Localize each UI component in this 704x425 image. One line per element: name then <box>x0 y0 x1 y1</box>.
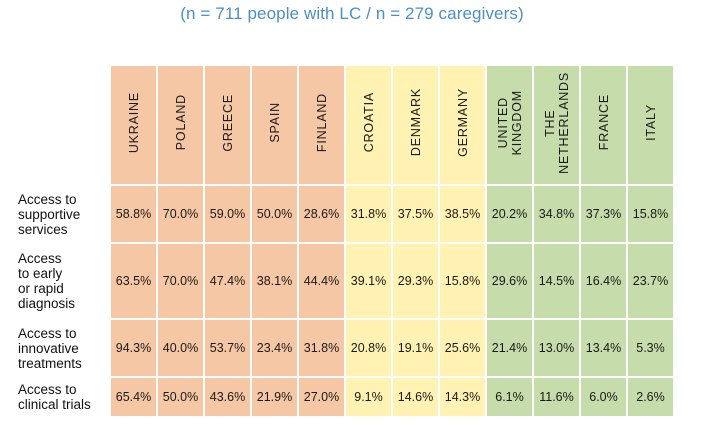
value-cell: 2.6% <box>626 376 675 418</box>
column-header-france: FRANCE <box>579 64 628 186</box>
value-cell: 5.3% <box>626 318 675 378</box>
value-cell: 21.4% <box>485 318 534 378</box>
value-cell: 58.8% <box>109 184 158 244</box>
value-cell: 40.0% <box>156 318 205 378</box>
value-cell: 11.6% <box>532 376 581 418</box>
value-cell: 70.0% <box>156 242 205 320</box>
value-cell: 37.5% <box>391 184 440 244</box>
value-cell: 6.1% <box>485 376 534 418</box>
value-cell: 20.8% <box>344 318 393 378</box>
value-cell: 53.7% <box>203 318 252 378</box>
value-cell: 15.8% <box>438 242 487 320</box>
value-cell: 31.8% <box>297 318 346 378</box>
heatmap-body: Access to supportive services 58.8% 70.0% 5… <box>12 184 675 418</box>
value-cell: 16.4% <box>579 242 628 320</box>
value-cell: 50.0% <box>156 376 205 418</box>
value-cell: 25.6% <box>438 318 487 378</box>
value-cell: 50.0% <box>250 184 299 244</box>
table-row: Access to innovative treatments 94.3% 40.0… <box>12 318 675 378</box>
column-label: FRANCE <box>596 94 611 151</box>
table-row: Access to supportive services 58.8% 70.0% 5… <box>12 184 675 244</box>
value-cell: 14.5% <box>532 242 581 320</box>
value-cell: 37.3% <box>579 184 628 244</box>
value-cell: 27.0% <box>297 376 346 418</box>
column-header-ukraine: UKRAINE <box>109 64 158 186</box>
column-label: THE NETHERLANDS <box>542 71 571 174</box>
column-label: POLAND <box>173 94 188 151</box>
value-cell: 38.5% <box>438 184 487 244</box>
column-header-italy: ITALY <box>626 64 675 186</box>
column-header-united-kingdom: UNITED KINGDOM <box>485 64 534 186</box>
corner-cell <box>12 64 111 186</box>
value-cell: 34.8% <box>532 184 581 244</box>
column-label: FINLAND <box>314 92 329 153</box>
column-header-germany: GERMANY <box>438 64 487 186</box>
value-cell: 13.4% <box>579 318 628 378</box>
column-header-row: UKRAINE POLAND GREECE SPAIN FINLAND CROATIA DE… <box>12 64 675 186</box>
country-access-heatmap: UKRAINE POLAND GREECE SPAIN FINLAND CROATIA DE… <box>12 64 675 418</box>
value-cell: 19.1% <box>391 318 440 378</box>
row-label: Access to innovative treatments <box>12 318 111 378</box>
column-label: CROATIA <box>361 92 376 153</box>
column-label: GREECE <box>220 93 235 152</box>
column-label: DENMARK <box>408 88 423 157</box>
column-label: SPAIN <box>267 102 282 143</box>
column-header-greece: GREECE <box>203 64 252 186</box>
value-cell: 6.0% <box>579 376 628 418</box>
table-row: Access to early or rapid diagnosis 63.5% 7… <box>12 242 675 320</box>
column-label: UKRAINE <box>126 91 141 154</box>
value-cell: 63.5% <box>109 242 158 320</box>
value-cell: 38.1% <box>250 242 299 320</box>
row-label: Access to clinical trials <box>12 376 111 418</box>
column-header-the-netherlands: THE NETHERLANDS <box>532 64 581 186</box>
value-cell: 13.0% <box>532 318 581 378</box>
column-header-croatia: CROATIA <box>344 64 393 186</box>
column-label: GERMANY <box>455 88 470 157</box>
value-cell: 21.9% <box>250 376 299 418</box>
value-cell: 29.6% <box>485 242 534 320</box>
column-header-spain: SPAIN <box>250 64 299 186</box>
table-row: Access to clinical trials 65.4% 50.0% 43.6%… <box>12 376 675 418</box>
chart-subtitle: (n = 711 people with LC / n = 279 caregi… <box>180 4 524 23</box>
column-label: UNITED KINGDOM <box>495 89 524 156</box>
row-label: Access to supportive services <box>12 184 111 244</box>
column-header-denmark: DENMARK <box>391 64 440 186</box>
value-cell: 14.3% <box>438 376 487 418</box>
value-cell: 59.0% <box>203 184 252 244</box>
value-cell: 47.4% <box>203 242 252 320</box>
value-cell: 31.8% <box>344 184 393 244</box>
value-cell: 23.4% <box>250 318 299 378</box>
column-header-finland: FINLAND <box>297 64 346 186</box>
value-cell: 28.6% <box>297 184 346 244</box>
value-cell: 65.4% <box>109 376 158 418</box>
value-cell: 20.2% <box>485 184 534 244</box>
column-header-poland: POLAND <box>156 64 205 186</box>
value-cell: 9.1% <box>344 376 393 418</box>
value-cell: 23.7% <box>626 242 675 320</box>
value-cell: 14.6% <box>391 376 440 418</box>
row-label: Access to early or rapid diagnosis <box>12 242 111 320</box>
value-cell: 29.3% <box>391 242 440 320</box>
value-cell: 15.8% <box>626 184 675 244</box>
value-cell: 44.4% <box>297 242 346 320</box>
value-cell: 39.1% <box>344 242 393 320</box>
column-label: ITALY <box>643 104 658 141</box>
value-cell: 43.6% <box>203 376 252 418</box>
value-cell: 70.0% <box>156 184 205 244</box>
value-cell: 94.3% <box>109 318 158 378</box>
